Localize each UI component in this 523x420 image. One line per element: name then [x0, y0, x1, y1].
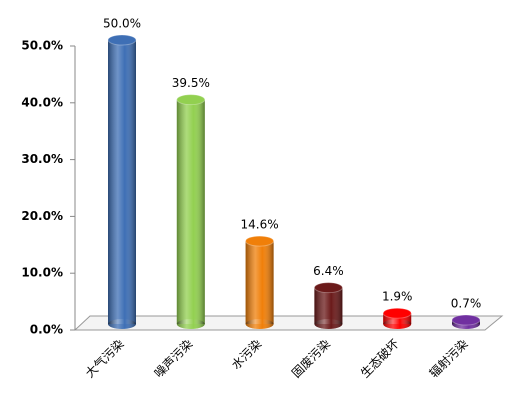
- bar-top: [245, 235, 275, 247]
- x-tick-label: 水污染: [228, 336, 264, 372]
- value-label: 0.7%: [451, 297, 482, 311]
- x-tick-label: 生态破坏: [357, 336, 402, 381]
- bar-top: [176, 94, 206, 106]
- bar-base-shade: [176, 319, 205, 329]
- y-tick-label: 20.0%: [21, 209, 63, 223]
- bar-base-shade: [245, 319, 274, 329]
- bar-shade: [108, 40, 136, 324]
- value-label: 14.6%: [241, 218, 279, 232]
- y-tick-label: 40.0%: [21, 95, 63, 109]
- y-tick-label: 10.0%: [21, 266, 63, 280]
- bar-base-shade: [383, 319, 412, 329]
- bar-top: [382, 307, 412, 319]
- x-tick-label: 辐射污染: [426, 336, 471, 381]
- bar-base-shade: [314, 319, 343, 329]
- bar-shade: [176, 99, 205, 324]
- y-tick-label: 50.0%: [21, 39, 63, 53]
- bar-shade: [383, 313, 412, 324]
- floor: [73, 315, 504, 331]
- bar-top: [313, 282, 343, 294]
- value-label: 6.4%: [313, 264, 344, 278]
- x-tick-label: 固废污染: [288, 336, 333, 381]
- value-label: 39.5%: [172, 76, 210, 90]
- value-label: 50.0%: [103, 17, 141, 31]
- bar-base-shade: [108, 319, 136, 329]
- bar-shade: [245, 241, 274, 324]
- bar-top: [451, 314, 481, 326]
- bar-top: [107, 34, 137, 46]
- y-tick-label: 30.0%: [21, 152, 63, 166]
- value-label: 1.9%: [382, 290, 413, 304]
- y-tick-label: 0.0%: [30, 323, 63, 337]
- bar-shade: [314, 287, 343, 324]
- x-tick-label: 噪声污染: [151, 336, 196, 381]
- x-tick-label: 大气污染: [82, 336, 127, 381]
